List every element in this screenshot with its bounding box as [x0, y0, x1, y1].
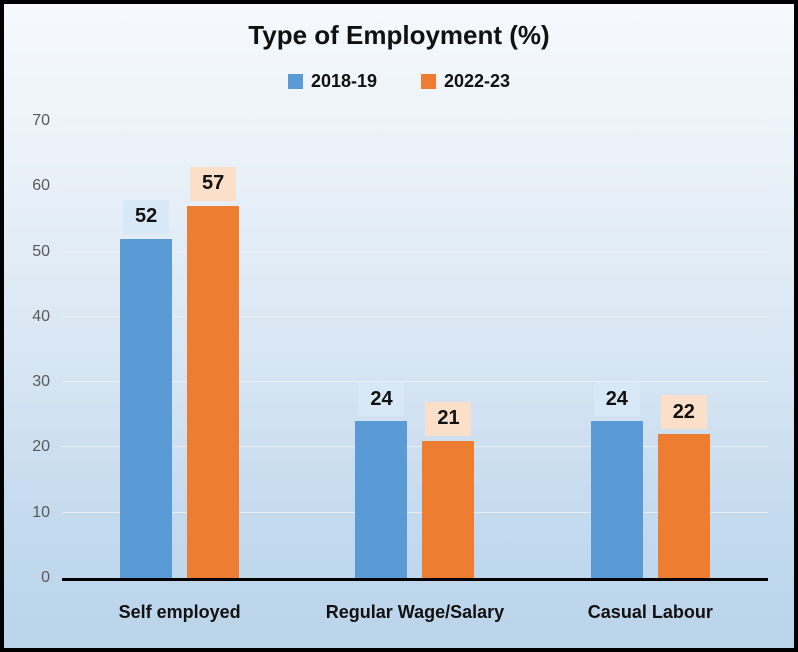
legend-item-2022-23: 2022-23 — [421, 71, 510, 92]
y-tick-label-20: 20 — [32, 438, 50, 456]
bar-group-self-employed: 52 57 — [62, 121, 297, 578]
gridline-30 — [62, 381, 768, 383]
y-tick-label-50: 50 — [32, 242, 50, 260]
value-label-2022-23-casual-labour: 22 — [660, 395, 707, 430]
bar-group-regular-wage-salary: 24 21 — [297, 121, 532, 578]
bar-2022-23-self-employed: 57 — [187, 166, 240, 578]
legend-label: 2018-19 — [310, 71, 377, 91]
bar-2018-19-regular-wage-salary: 24 — [355, 382, 408, 578]
gridline-70 — [62, 120, 768, 121]
bar-2018-19-self-employed: 52 — [120, 199, 173, 578]
value-label-2018-19-self-employed: 52 — [123, 199, 170, 234]
category-label-regular-wage-salary: Regular Wage/Salary — [325, 602, 505, 622]
legend-item-2018-19: 2018-19 — [287, 71, 377, 92]
legend: 2018-19 2022-23 — [4, 71, 794, 92]
y-tick-label-10: 10 — [32, 503, 50, 521]
bar-2022-23-regular-wage-salary: 21 — [422, 401, 475, 578]
plot-area: 0 10 20 30 40 50 60 70 52 57 24 21 24 22 — [32, 112, 768, 586]
legend-label: 2022-23 — [444, 71, 511, 91]
y-tick-label-60: 60 — [32, 177, 50, 195]
gridline-20 — [62, 446, 768, 448]
legend-swatch-2022-23 — [421, 74, 436, 89]
value-label-2018-19-regular-wage-salary: 24 — [358, 382, 405, 417]
y-tick-label-0: 0 — [41, 569, 50, 586]
bar-groups: 52 57 24 21 24 22 — [62, 121, 768, 578]
gridline-60 — [62, 185, 768, 187]
y-tick-label-70: 70 — [32, 112, 50, 129]
gridlines-and-yticks: 0 10 20 30 40 50 60 70 — [32, 112, 768, 586]
bar-group-casual-labour: 24 22 — [533, 121, 768, 578]
y-tick-label-30: 30 — [32, 373, 50, 391]
gridline-50 — [62, 250, 768, 252]
category-label-casual-labour: Casual Labour — [587, 602, 713, 622]
category-axis-labels: Self employed Regular Wage/Salary Casual L… — [62, 602, 768, 623]
bar-2022-23-casual-labour: 22 — [657, 395, 710, 578]
value-label-2022-23-self-employed: 57 — [190, 166, 237, 201]
gridline-40 — [62, 315, 768, 317]
category-label-self-employed: Self employed — [118, 602, 241, 622]
bar-2018-19-casual-labour: 24 — [590, 382, 643, 578]
value-label-2022-23-regular-wage-salary: 21 — [425, 401, 472, 436]
gridline-10 — [62, 511, 768, 513]
chart-title: Type of Employment (%) — [248, 20, 550, 50]
value-label-2018-19-casual-labour: 24 — [593, 382, 640, 417]
y-tick-label-40: 40 — [32, 307, 50, 325]
legend-swatch-2018-19 — [287, 74, 303, 89]
